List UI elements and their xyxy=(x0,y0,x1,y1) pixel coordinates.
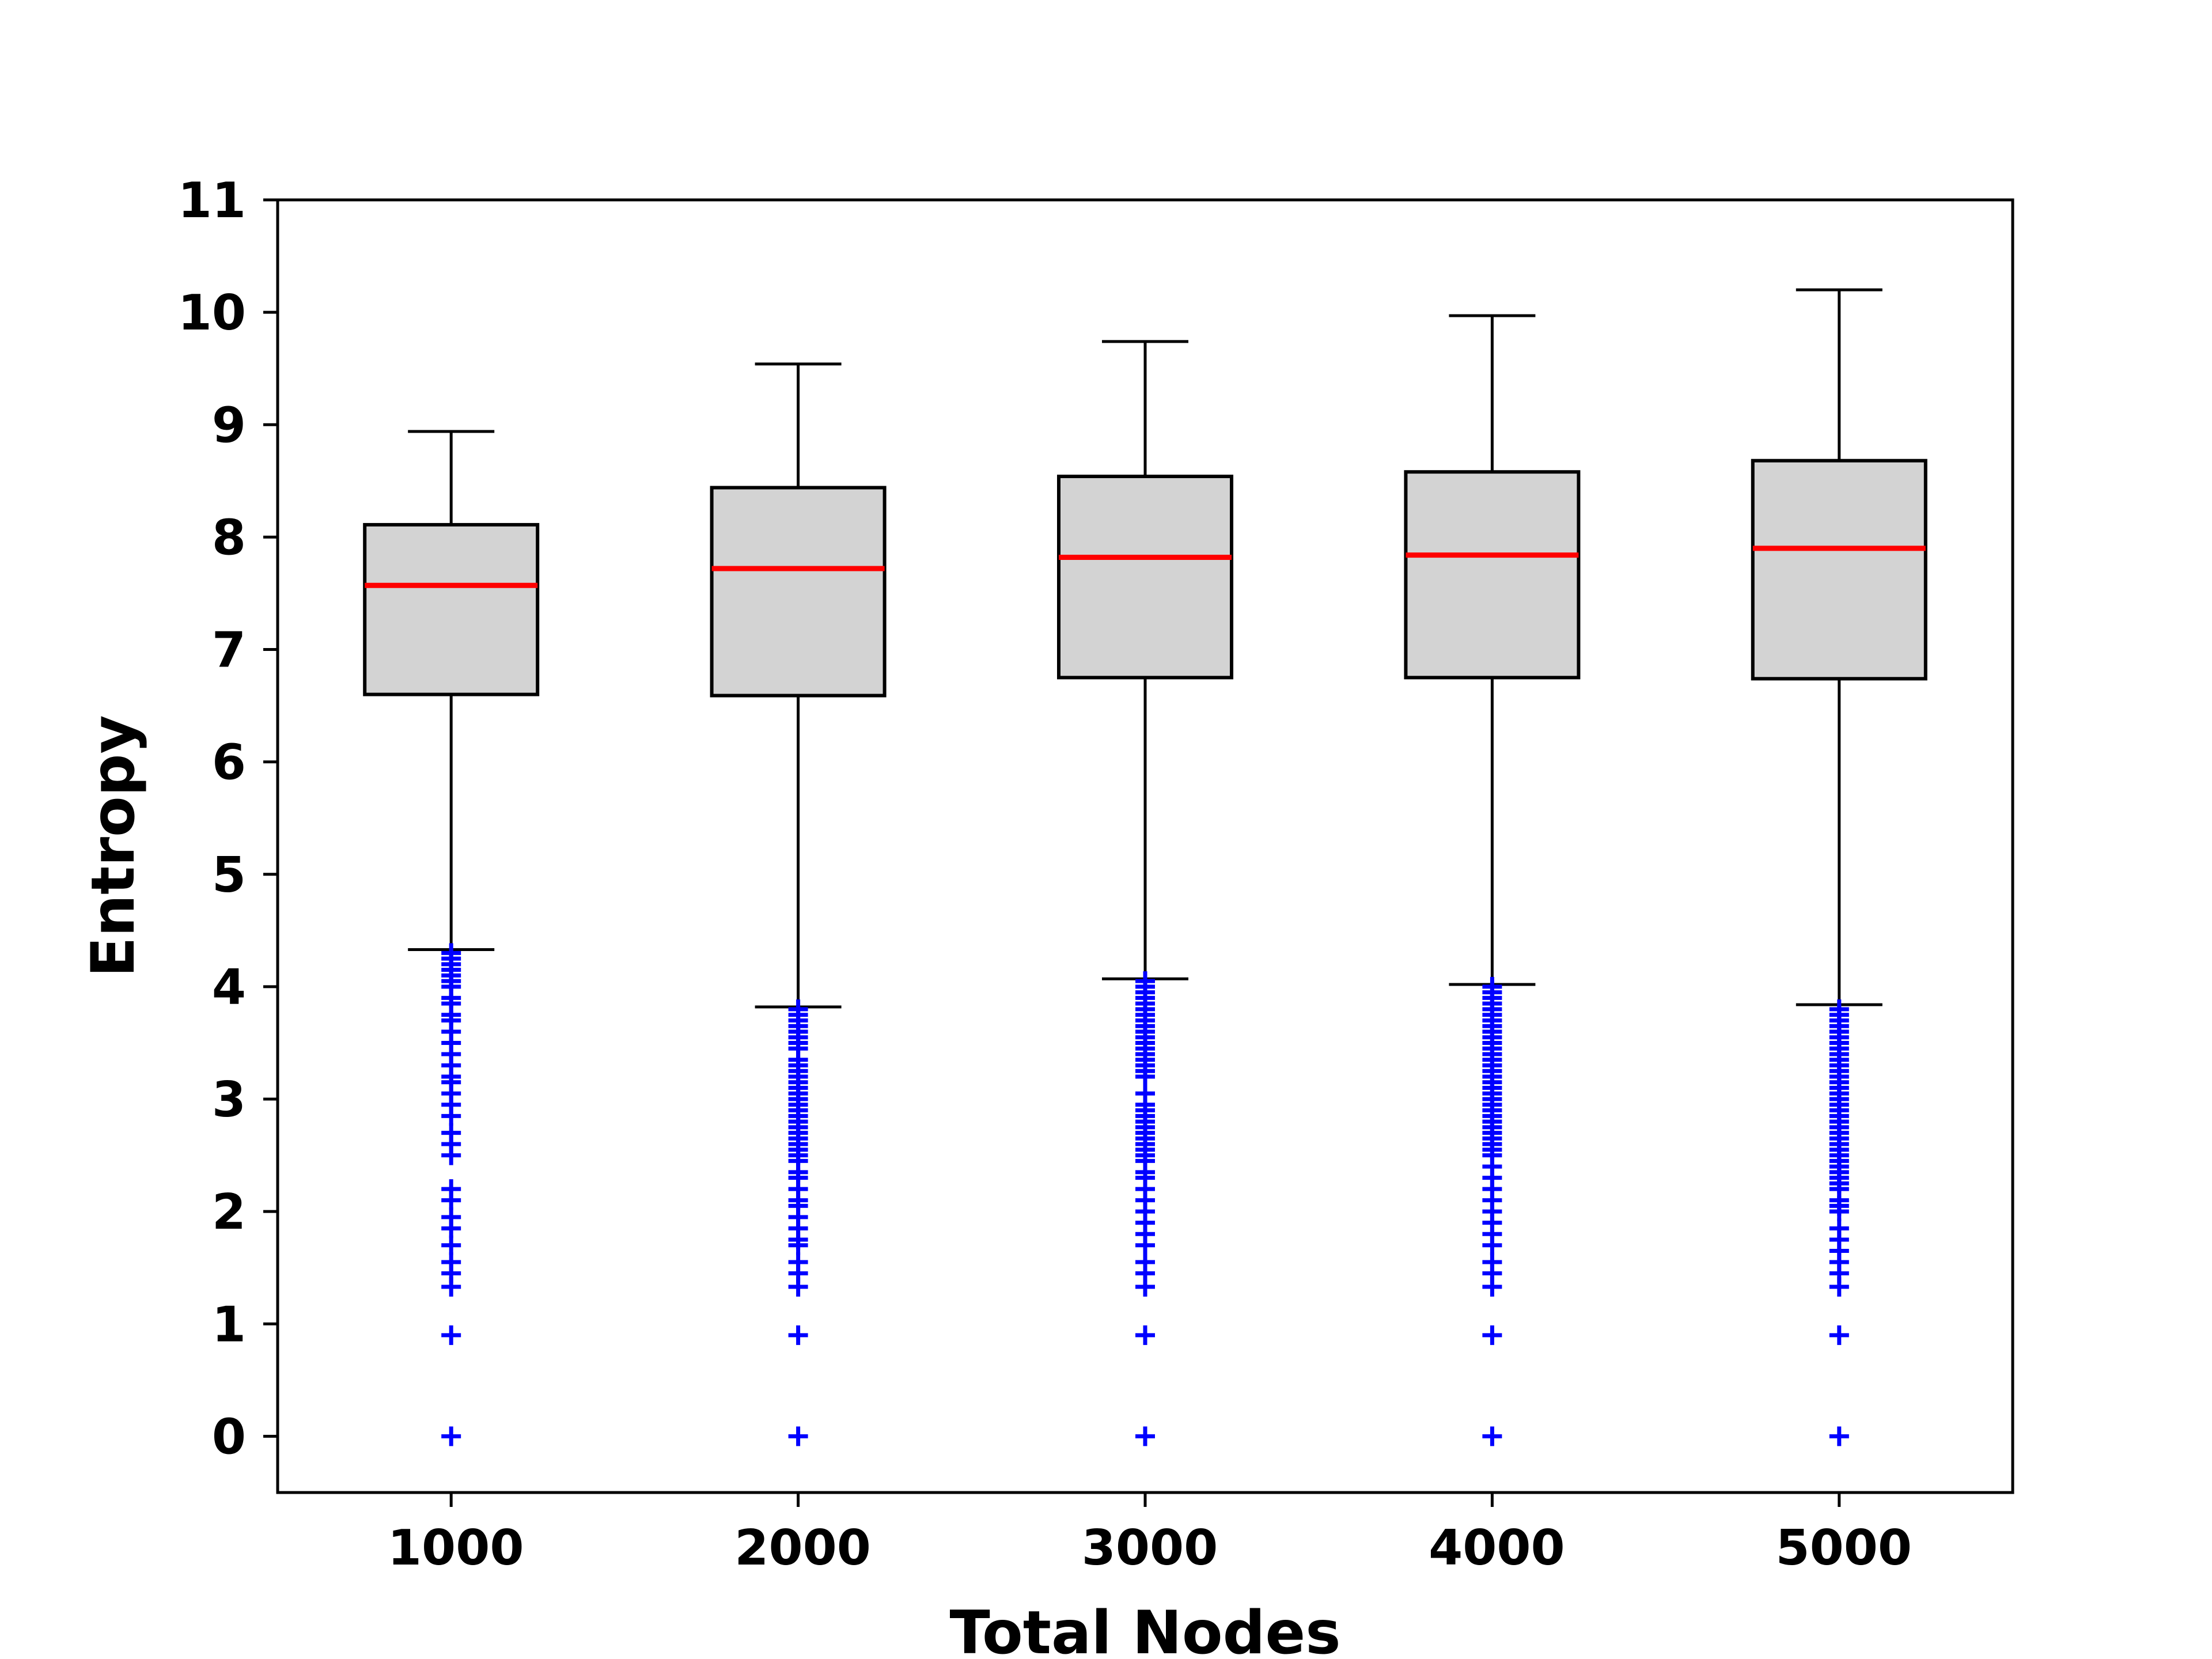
x-tick-label: 3000 xyxy=(1082,1520,1218,1577)
outlier-point xyxy=(441,1325,461,1345)
outlier-point xyxy=(441,1235,461,1255)
box-group-4000 xyxy=(1404,314,1581,1446)
outlier-point xyxy=(1482,1252,1502,1272)
box-group-5000 xyxy=(1751,288,1927,1446)
outlier-point xyxy=(788,1426,808,1446)
outlier-point xyxy=(1829,1325,1849,1345)
outlier-point xyxy=(1829,1218,1849,1238)
outlier-point xyxy=(788,999,808,1019)
y-tick-label: 5 xyxy=(212,847,246,904)
iqr-box xyxy=(710,486,887,698)
x-tick-label: 5000 xyxy=(1776,1520,1912,1577)
y-axis-title: Entropy xyxy=(79,715,148,977)
y-tick-label: 7 xyxy=(212,622,246,679)
outlier-point xyxy=(441,943,461,963)
x-tick-label: 4000 xyxy=(1429,1520,1565,1577)
y-tick-label: 11 xyxy=(178,172,246,229)
box-group-1000 xyxy=(363,430,540,1446)
outlier-point xyxy=(441,1123,461,1143)
x-axis-title: Total Nodes xyxy=(949,1599,1340,1659)
outlier-point xyxy=(1135,971,1155,991)
y-tick-label: 4 xyxy=(212,959,246,1016)
y-tick-label: 1 xyxy=(212,1296,246,1353)
outlier-point xyxy=(1482,1426,1502,1446)
outlier-point xyxy=(1829,1426,1849,1446)
outlier-point xyxy=(1135,1426,1155,1446)
iqr-box xyxy=(1751,459,1927,681)
x-axis: 1000 2000 3000 4000 5000 xyxy=(388,1493,1912,1577)
y-tick-label: 6 xyxy=(212,734,246,791)
box-group-2000 xyxy=(710,362,887,1446)
plot-content xyxy=(363,288,1927,1446)
outlier-point xyxy=(441,1252,461,1272)
outlier-point xyxy=(1829,999,1849,1019)
box-group-3000 xyxy=(1057,340,1233,1446)
y-axis: 0 1 2 3 4 5 6 7 8 9 10 11 xyxy=(178,172,278,1465)
y-tick-label: 2 xyxy=(212,1184,246,1241)
outlier-point xyxy=(1135,1325,1155,1345)
outlier-point xyxy=(441,1426,461,1446)
iqr-box xyxy=(1404,470,1581,680)
outlier-point xyxy=(1482,1325,1502,1345)
outlier-point xyxy=(441,1207,461,1227)
x-tick-label: 1000 xyxy=(388,1520,524,1577)
iqr-box xyxy=(1057,475,1233,680)
outlier-point xyxy=(1482,976,1502,997)
outlier-point xyxy=(788,1325,808,1345)
y-tick-label: 9 xyxy=(212,397,246,454)
y-tick-label: 0 xyxy=(212,1408,246,1465)
outlier-point xyxy=(1135,1252,1155,1272)
outlier-point xyxy=(1135,1084,1155,1104)
x-tick-label: 2000 xyxy=(734,1520,871,1577)
outlier-point xyxy=(441,1179,461,1199)
outlier-point xyxy=(788,1252,808,1272)
iqr-box xyxy=(363,522,540,696)
y-tick-label: 10 xyxy=(178,285,246,342)
y-tick-label: 3 xyxy=(212,1071,246,1128)
y-tick-label: 8 xyxy=(212,509,246,566)
